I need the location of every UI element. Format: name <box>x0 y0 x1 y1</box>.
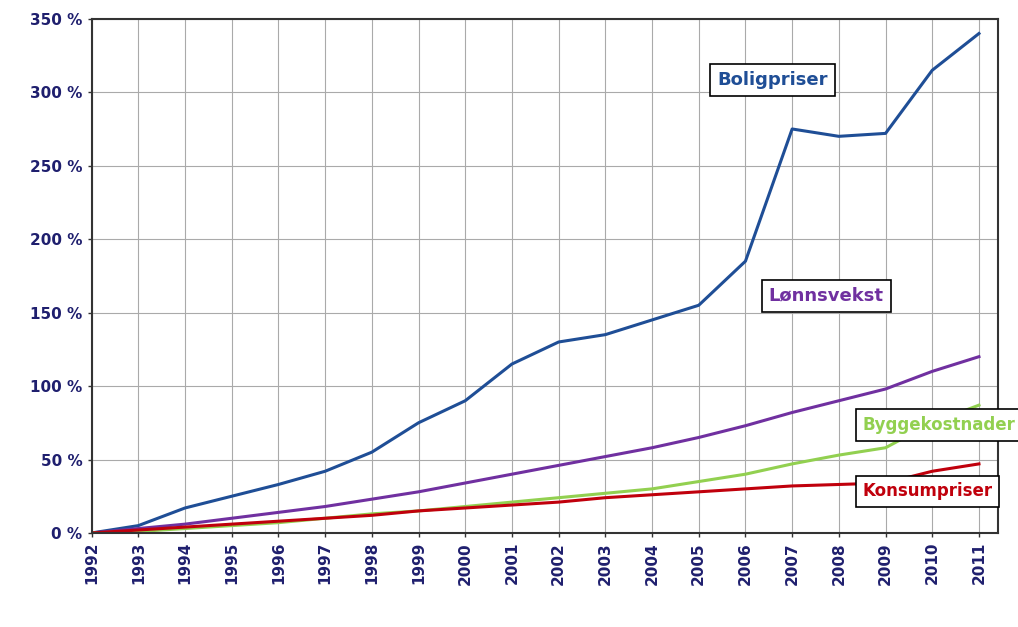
Text: Byggekostnader: Byggekostnader <box>862 416 1015 434</box>
Text: Lønnsvekst: Lønnsvekst <box>769 287 884 305</box>
Text: Konsumpriser: Konsumpriser <box>862 482 993 500</box>
Text: Boligpriser: Boligpriser <box>718 71 828 89</box>
